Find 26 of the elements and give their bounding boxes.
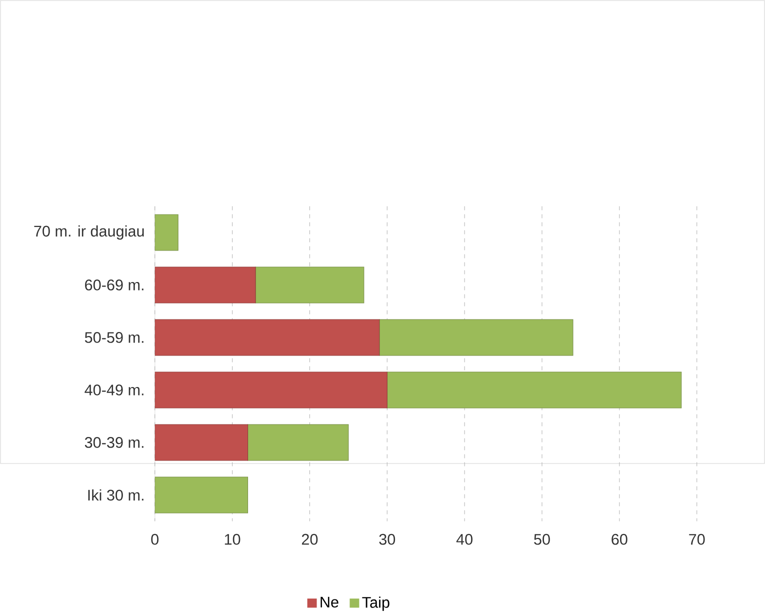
bar [248, 424, 349, 461]
x-tick-label: 0 [151, 534, 159, 545]
x-tick-label: 70 [689, 534, 705, 545]
bar [386, 372, 682, 408]
x-tick-label: 50 [534, 534, 550, 545]
legend-label: Taip [362, 596, 390, 611]
bar [154, 266, 256, 304]
bar [154, 372, 388, 408]
y-tick-label: Iki 30 m. [88, 489, 144, 501]
y-tick-label: 60-69 m. [85, 280, 144, 290]
x-tick-label: 60 [612, 534, 628, 545]
legend-label: Ne [320, 596, 338, 608]
bar [154, 424, 248, 461]
x-tick-label: 30 [379, 534, 396, 545]
x-tick-label: 20 [302, 534, 318, 545]
y-tick-label: 30-39 m. [84, 437, 144, 448]
x-tick-label: 40 [456, 534, 472, 545]
bar [379, 319, 574, 356]
y-tick-label: 40-49 m. [84, 384, 144, 396]
y-tick-label: 70 m. ir daugiau [34, 225, 144, 240]
x-tick-label: 10 [224, 534, 240, 545]
bar [154, 214, 178, 251]
bar [154, 319, 380, 356]
y-tick-label: 50-59 m. [84, 332, 144, 343]
bar [154, 476, 248, 514]
bar [255, 266, 364, 304]
